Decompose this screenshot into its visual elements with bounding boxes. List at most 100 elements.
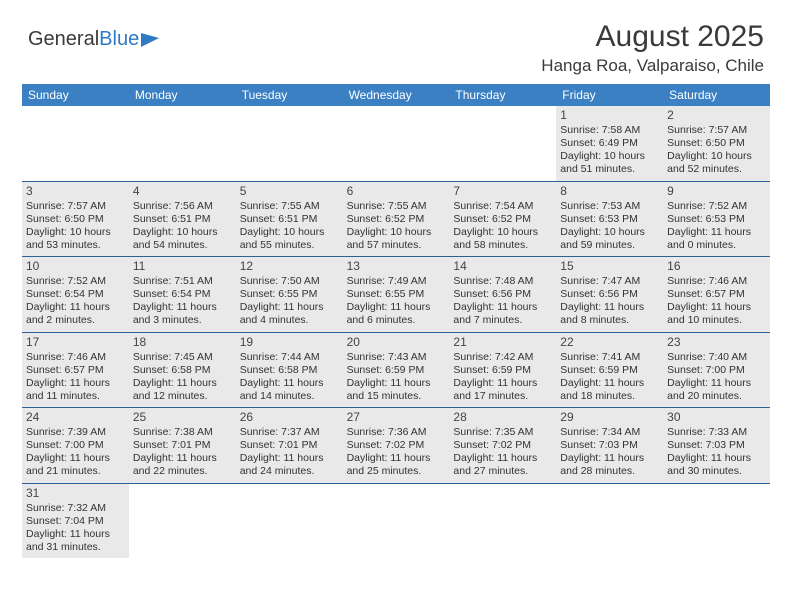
- daylight-text: Daylight: 11 hours: [347, 377, 446, 390]
- calendar-cell: 7Sunrise: 7:54 AMSunset: 6:52 PMDaylight…: [449, 182, 556, 258]
- daylight-text: and 2 minutes.: [26, 314, 125, 327]
- sunset-text: Sunset: 7:02 PM: [453, 439, 552, 452]
- day-header: Tuesday: [236, 84, 343, 106]
- calendar-cell: 23Sunrise: 7:40 AMSunset: 7:00 PMDayligh…: [663, 333, 770, 409]
- day-number: 21: [453, 335, 552, 350]
- daylight-text: Daylight: 11 hours: [560, 301, 659, 314]
- sunset-text: Sunset: 7:01 PM: [133, 439, 232, 452]
- daylight-text: Daylight: 11 hours: [26, 377, 125, 390]
- sunrise-text: Sunrise: 7:54 AM: [453, 200, 552, 213]
- daylight-text: Daylight: 10 hours: [133, 226, 232, 239]
- calendar-cell: 12Sunrise: 7:50 AMSunset: 6:55 PMDayligh…: [236, 257, 343, 333]
- sunrise-text: Sunrise: 7:40 AM: [667, 351, 766, 364]
- sunrise-text: Sunrise: 7:42 AM: [453, 351, 552, 364]
- day-header: Saturday: [663, 84, 770, 106]
- sunrise-text: Sunrise: 7:58 AM: [560, 124, 659, 137]
- sunset-text: Sunset: 6:59 PM: [347, 364, 446, 377]
- daylight-text: and 8 minutes.: [560, 314, 659, 327]
- daylight-text: and 25 minutes.: [347, 465, 446, 478]
- sunrise-text: Sunrise: 7:39 AM: [26, 426, 125, 439]
- calendar-cell: 2Sunrise: 7:57 AMSunset: 6:50 PMDaylight…: [663, 106, 770, 182]
- calendar-cell: 30Sunrise: 7:33 AMSunset: 7:03 PMDayligh…: [663, 408, 770, 484]
- calendar-cell: 4Sunrise: 7:56 AMSunset: 6:51 PMDaylight…: [129, 182, 236, 258]
- calendar-cell: 5Sunrise: 7:55 AMSunset: 6:51 PMDaylight…: [236, 182, 343, 258]
- day-number: 24: [26, 410, 125, 425]
- sunset-text: Sunset: 7:00 PM: [26, 439, 125, 452]
- sunrise-text: Sunrise: 7:57 AM: [26, 200, 125, 213]
- day-number: 5: [240, 184, 339, 199]
- day-header: Sunday: [22, 84, 129, 106]
- daylight-text: Daylight: 11 hours: [347, 301, 446, 314]
- daylight-text: Daylight: 11 hours: [453, 301, 552, 314]
- sunset-text: Sunset: 6:57 PM: [26, 364, 125, 377]
- sunset-text: Sunset: 7:03 PM: [667, 439, 766, 452]
- day-number: 18: [133, 335, 232, 350]
- sunset-text: Sunset: 6:56 PM: [453, 288, 552, 301]
- daylight-text: Daylight: 11 hours: [667, 226, 766, 239]
- sunset-text: Sunset: 6:51 PM: [240, 213, 339, 226]
- calendar-cell-empty: [129, 106, 236, 182]
- daylight-text: and 31 minutes.: [26, 541, 125, 554]
- calendar-cell-empty: [236, 106, 343, 182]
- daylight-text: Daylight: 10 hours: [347, 226, 446, 239]
- daylight-text: Daylight: 11 hours: [26, 528, 125, 541]
- day-number: 27: [347, 410, 446, 425]
- sunrise-text: Sunrise: 7:38 AM: [133, 426, 232, 439]
- sunset-text: Sunset: 6:58 PM: [240, 364, 339, 377]
- day-number: 3: [26, 184, 125, 199]
- daylight-text: and 18 minutes.: [560, 390, 659, 403]
- daylight-text: and 51 minutes.: [560, 163, 659, 176]
- daylight-text: and 21 minutes.: [26, 465, 125, 478]
- sunset-text: Sunset: 7:02 PM: [347, 439, 446, 452]
- daylight-text: and 11 minutes.: [26, 390, 125, 403]
- sunrise-text: Sunrise: 7:53 AM: [560, 200, 659, 213]
- daylight-text: and 52 minutes.: [667, 163, 766, 176]
- daylight-text: Daylight: 10 hours: [560, 150, 659, 163]
- calendar-cell: 29Sunrise: 7:34 AMSunset: 7:03 PMDayligh…: [556, 408, 663, 484]
- daylight-text: and 57 minutes.: [347, 239, 446, 252]
- daylight-text: Daylight: 11 hours: [560, 452, 659, 465]
- calendar-cell-empty: [22, 106, 129, 182]
- sunrise-text: Sunrise: 7:48 AM: [453, 275, 552, 288]
- calendar-cell-empty: [343, 106, 450, 182]
- sunset-text: Sunset: 6:57 PM: [667, 288, 766, 301]
- calendar-cell: 21Sunrise: 7:42 AMSunset: 6:59 PMDayligh…: [449, 333, 556, 409]
- sunrise-text: Sunrise: 7:49 AM: [347, 275, 446, 288]
- calendar-cell: 13Sunrise: 7:49 AMSunset: 6:55 PMDayligh…: [343, 257, 450, 333]
- flag-icon: [141, 33, 159, 47]
- calendar-cell: 18Sunrise: 7:45 AMSunset: 6:58 PMDayligh…: [129, 333, 236, 409]
- daylight-text: and 7 minutes.: [453, 314, 552, 327]
- sunset-text: Sunset: 6:50 PM: [26, 213, 125, 226]
- day-number: 25: [133, 410, 232, 425]
- calendar-cell: 19Sunrise: 7:44 AMSunset: 6:58 PMDayligh…: [236, 333, 343, 409]
- daylight-text: Daylight: 10 hours: [240, 226, 339, 239]
- day-number: 22: [560, 335, 659, 350]
- day-number: 23: [667, 335, 766, 350]
- daylight-text: Daylight: 10 hours: [26, 226, 125, 239]
- daylight-text: and 6 minutes.: [347, 314, 446, 327]
- daylight-text: Daylight: 11 hours: [667, 377, 766, 390]
- sunset-text: Sunset: 6:51 PM: [133, 213, 232, 226]
- daylight-text: and 14 minutes.: [240, 390, 339, 403]
- day-number: 29: [560, 410, 659, 425]
- calendar-cell: 6Sunrise: 7:55 AMSunset: 6:52 PMDaylight…: [343, 182, 450, 258]
- sunset-text: Sunset: 6:52 PM: [453, 213, 552, 226]
- sunrise-text: Sunrise: 7:52 AM: [26, 275, 125, 288]
- day-number: 7: [453, 184, 552, 199]
- daylight-text: Daylight: 11 hours: [240, 452, 339, 465]
- sunrise-text: Sunrise: 7:35 AM: [453, 426, 552, 439]
- calendar-cell: 14Sunrise: 7:48 AMSunset: 6:56 PMDayligh…: [449, 257, 556, 333]
- calendar-cell: 24Sunrise: 7:39 AMSunset: 7:00 PMDayligh…: [22, 408, 129, 484]
- day-header: Monday: [129, 84, 236, 106]
- daylight-text: and 24 minutes.: [240, 465, 339, 478]
- day-number: 2: [667, 108, 766, 123]
- daylight-text: Daylight: 10 hours: [560, 226, 659, 239]
- sunset-text: Sunset: 6:56 PM: [560, 288, 659, 301]
- sunrise-text: Sunrise: 7:52 AM: [667, 200, 766, 213]
- calendar-cell-empty: [129, 484, 236, 559]
- sunset-text: Sunset: 6:58 PM: [133, 364, 232, 377]
- sunset-text: Sunset: 7:03 PM: [560, 439, 659, 452]
- calendar-cell: 3Sunrise: 7:57 AMSunset: 6:50 PMDaylight…: [22, 182, 129, 258]
- day-header: Wednesday: [343, 84, 450, 106]
- sunset-text: Sunset: 6:59 PM: [560, 364, 659, 377]
